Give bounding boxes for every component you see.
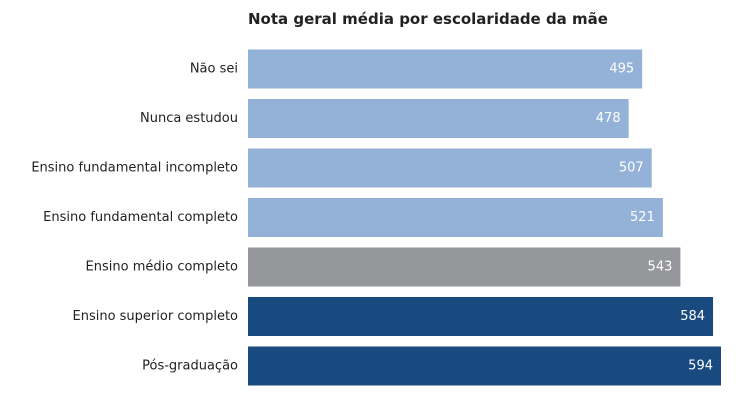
category-label: Ensino fundamental completo xyxy=(43,210,238,225)
category-label: Ensino superior completo xyxy=(73,309,239,324)
bar xyxy=(248,247,681,287)
value-labels-layer: 495 478 507 521 543 584 594 xyxy=(596,62,713,374)
value-label: 543 xyxy=(648,260,673,275)
value-label: 584 xyxy=(680,309,705,324)
value-label: 507 xyxy=(619,161,644,176)
category-label: Nunca estudou xyxy=(140,111,238,126)
value-label: 495 xyxy=(609,62,634,77)
category-label: Ensino médio completo xyxy=(86,260,238,275)
bar xyxy=(248,346,721,386)
chart-title: Nota geral média por escolaridade da mãe xyxy=(248,10,608,28)
value-label: 521 xyxy=(630,210,655,225)
bar xyxy=(248,49,643,89)
bars-layer xyxy=(248,49,721,386)
bar xyxy=(248,297,714,336)
category-label: Ensino fundamental incompleto xyxy=(31,161,238,176)
value-label: 478 xyxy=(596,111,621,126)
category-labels-layer: Não sei Nunca estudou Ensino fundamental i… xyxy=(31,62,238,374)
category-label: Pós-graduação xyxy=(142,359,238,374)
bar xyxy=(248,148,652,188)
bar xyxy=(248,198,663,237)
category-label: Não sei xyxy=(190,62,238,77)
value-label: 594 xyxy=(688,359,713,374)
bar xyxy=(248,99,629,138)
